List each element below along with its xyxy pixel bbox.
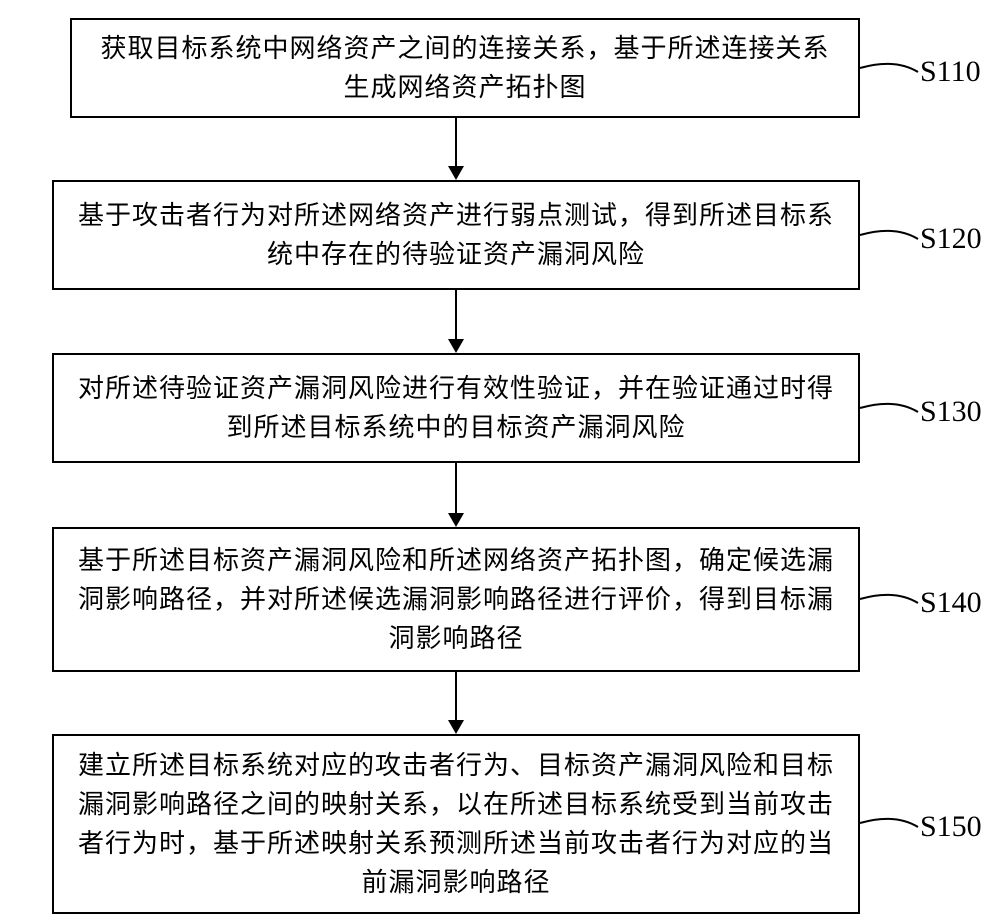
label-connector-s130 (860, 395, 920, 425)
step-text-s140: 基于所述目标资产漏洞风险和所述网络资产拓扑图，确定候选漏洞影响路径，并对所述候选… (74, 541, 838, 658)
step-label-s150: S150 (920, 810, 982, 844)
step-box-s150: 建立所述目标系统对应的攻击者行为、目标资产漏洞风险和目标漏洞影响路径之间的映射关… (52, 734, 860, 914)
step-label-s120: S120 (920, 222, 982, 256)
arrow-s140-s150 (446, 672, 466, 734)
step-label-s130: S130 (920, 395, 982, 429)
arrow-s130-s140 (446, 463, 466, 527)
step-box-s130: 对所述待验证资产漏洞风险进行有效性验证，并在验证通过时得到所述目标系统中的目标资… (52, 353, 860, 463)
step-text-s120: 基于攻击者行为对所述网络资产进行弱点测试，得到所述目标系统中存在的待验证资产漏洞… (74, 196, 838, 274)
step-text-s110: 获取目标系统中网络资产之间的连接关系，基于所述连接关系生成网络资产拓扑图 (92, 29, 838, 107)
flowchart-canvas: 获取目标系统中网络资产之间的连接关系，基于所述连接关系生成网络资产拓扑图 S11… (0, 0, 1000, 923)
label-connector-s120 (860, 222, 920, 252)
step-box-s140: 基于所述目标资产漏洞风险和所述网络资产拓扑图，确定候选漏洞影响路径，并对所述候选… (52, 527, 860, 672)
step-label-s140: S140 (920, 586, 982, 620)
label-connector-s150 (860, 810, 920, 840)
arrow-s120-s130 (446, 290, 466, 353)
arrow-s110-s120 (446, 118, 466, 180)
step-box-s120: 基于攻击者行为对所述网络资产进行弱点测试，得到所述目标系统中存在的待验证资产漏洞… (52, 180, 860, 290)
step-label-s110: S110 (920, 55, 981, 89)
step-text-s130: 对所述待验证资产漏洞风险进行有效性验证，并在验证通过时得到所述目标系统中的目标资… (74, 369, 838, 447)
step-text-s150: 建立所述目标系统对应的攻击者行为、目标资产漏洞风险和目标漏洞影响路径之间的映射关… (74, 746, 838, 902)
step-box-s110: 获取目标系统中网络资产之间的连接关系，基于所述连接关系生成网络资产拓扑图 (70, 18, 860, 118)
label-connector-s110 (860, 55, 920, 85)
label-connector-s140 (860, 586, 920, 616)
